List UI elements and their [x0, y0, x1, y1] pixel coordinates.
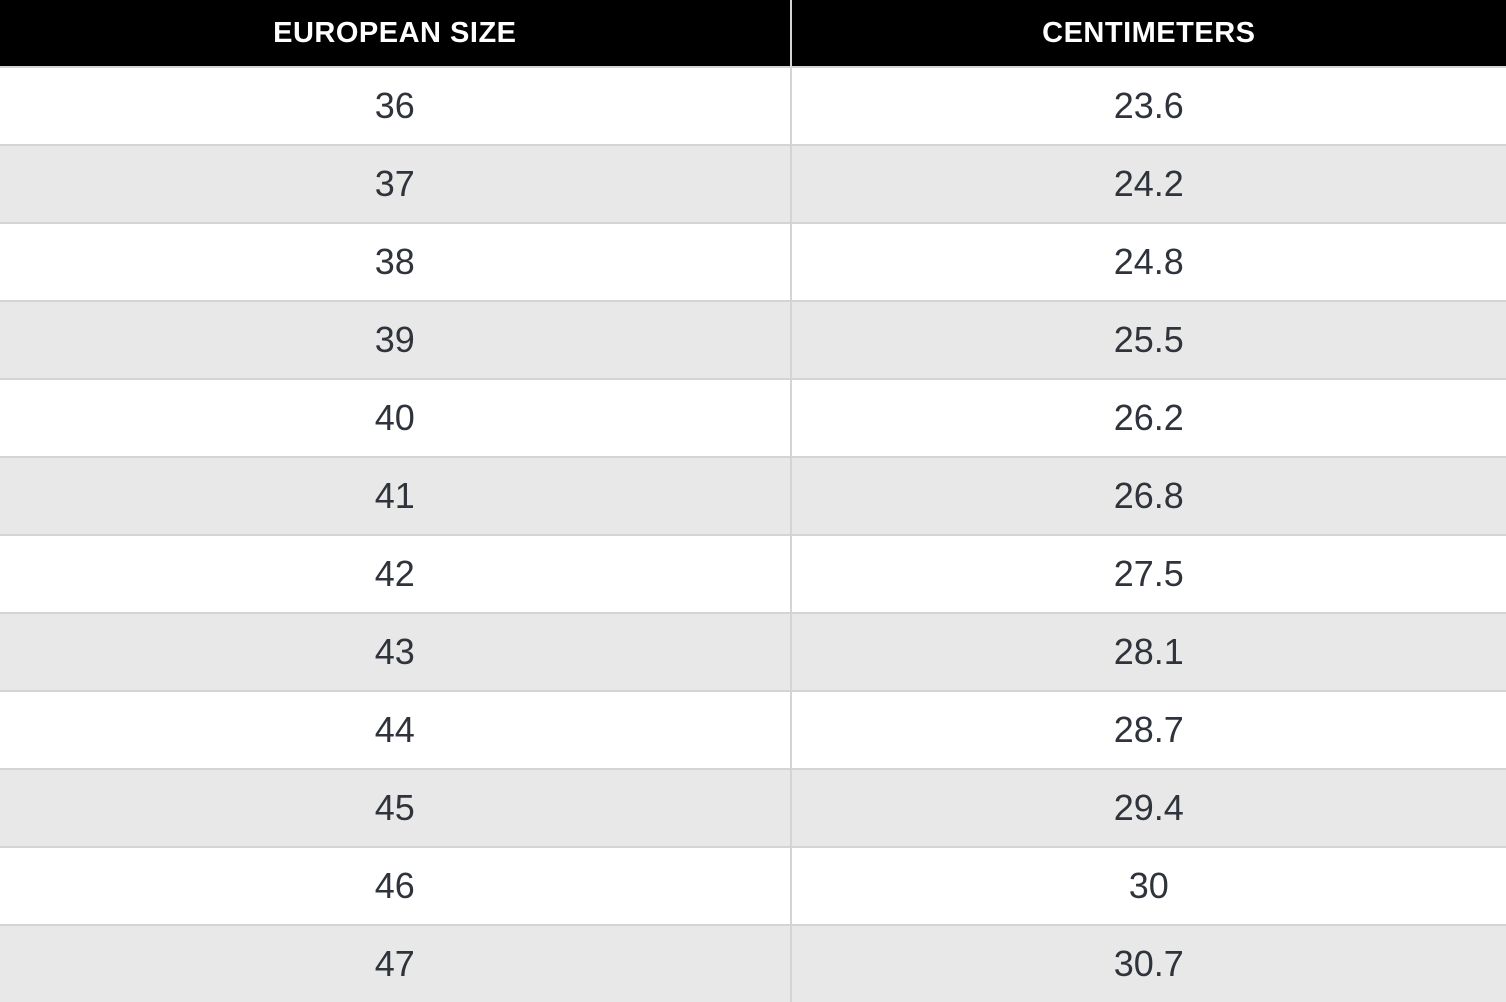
table-row: 40 26.2	[0, 378, 1506, 457]
table-row: 44 28.7	[0, 690, 1506, 769]
table-row: 43 28.1	[0, 612, 1506, 691]
european-size-cell: 43	[0, 612, 792, 691]
european-size-cell: 42	[0, 534, 792, 613]
column-header-european-size: EUROPEAN SIZE	[0, 0, 792, 67]
centimeters-cell: 29.4	[790, 768, 1506, 847]
table-row: 38 24.8	[0, 222, 1506, 301]
centimeters-cell: 30.7	[790, 924, 1506, 1002]
european-size-cell: 40	[0, 378, 792, 457]
european-size-cell: 45	[0, 768, 792, 847]
table-row: 47 30.7	[0, 924, 1506, 1002]
european-size-cell: 37	[0, 144, 792, 223]
table-row: 42 27.5	[0, 534, 1506, 613]
european-size-cell: 46	[0, 846, 792, 925]
table-row: 45 29.4	[0, 768, 1506, 847]
centimeters-cell: 26.2	[790, 378, 1506, 457]
centimeters-cell: 28.7	[790, 690, 1506, 769]
centimeters-cell: 27.5	[790, 534, 1506, 613]
table-row: 36 23.6	[0, 66, 1506, 145]
column-header-centimeters: CENTIMETERS	[790, 0, 1506, 67]
table-row: 37 24.2	[0, 144, 1506, 223]
centimeters-cell: 25.5	[790, 300, 1506, 379]
table-row: 46 30	[0, 846, 1506, 925]
table-row: 41 26.8	[0, 456, 1506, 535]
table-body: 36 23.6 37 24.2 38 24.8 39 25.5 40 26.2 …	[0, 66, 1506, 1002]
header-row: EUROPEAN SIZE CENTIMETERS	[0, 0, 1506, 67]
centimeters-cell: 30	[790, 846, 1506, 925]
european-size-cell: 36	[0, 66, 792, 145]
centimeters-cell: 24.2	[790, 144, 1506, 223]
european-size-cell: 39	[0, 300, 792, 379]
european-size-cell: 41	[0, 456, 792, 535]
european-size-cell: 47	[0, 924, 792, 1002]
european-size-cell: 38	[0, 222, 792, 301]
centimeters-cell: 28.1	[790, 612, 1506, 691]
european-size-cell: 44	[0, 690, 792, 769]
centimeters-cell: 23.6	[790, 66, 1506, 145]
table-row: 39 25.5	[0, 300, 1506, 379]
centimeters-cell: 24.8	[790, 222, 1506, 301]
centimeters-cell: 26.8	[790, 456, 1506, 535]
